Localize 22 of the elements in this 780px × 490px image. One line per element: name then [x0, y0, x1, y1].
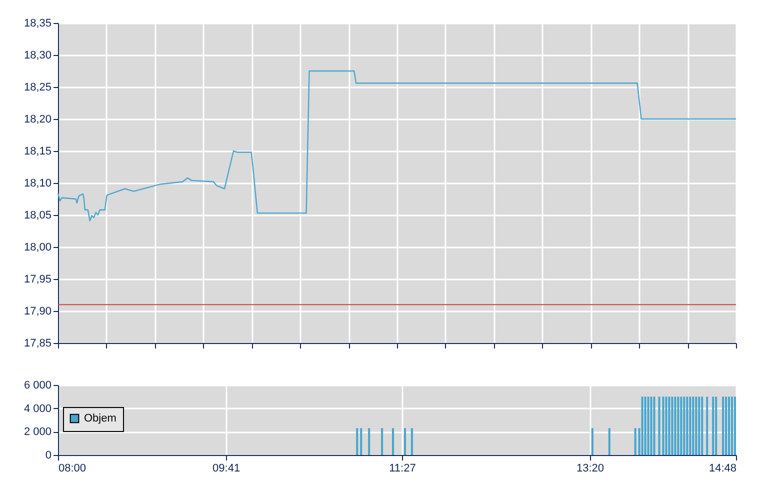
y-tick-label: 6 000 — [24, 380, 52, 392]
y-tick-label: 4 000 — [24, 402, 52, 415]
x-tick-label: 08:00 — [58, 462, 86, 474]
x-tick-label: 11:27 — [389, 462, 416, 474]
y-tick-label: 17,95 — [24, 274, 52, 286]
y-tick-label: 18,15 — [24, 146, 52, 158]
y-tick-label: 18,30 — [24, 50, 52, 62]
y-tick-label: 18,10 — [24, 178, 52, 190]
y-tick-label: 18,25 — [24, 82, 52, 94]
y-tick-label: 0 — [45, 450, 52, 462]
y-tick-label: 18,05 — [24, 210, 52, 222]
y-tick-label: 17,85 — [24, 338, 52, 350]
y-tick-label: 18,20 — [24, 114, 52, 126]
line-series — [57, 70, 737, 222]
legend-label: Objem — [84, 412, 116, 424]
x-tick-label: 13:20 — [576, 462, 604, 474]
y-tick-label: 17,90 — [24, 306, 52, 318]
y-tick-label: 2 000 — [24, 426, 52, 438]
x-tick-label: 09:41 — [212, 462, 240, 474]
y-tick-label: 18,00 — [24, 242, 52, 254]
y-tick-label: 18,35 — [24, 18, 52, 30]
x-tick-label: 14:48 — [708, 462, 736, 474]
